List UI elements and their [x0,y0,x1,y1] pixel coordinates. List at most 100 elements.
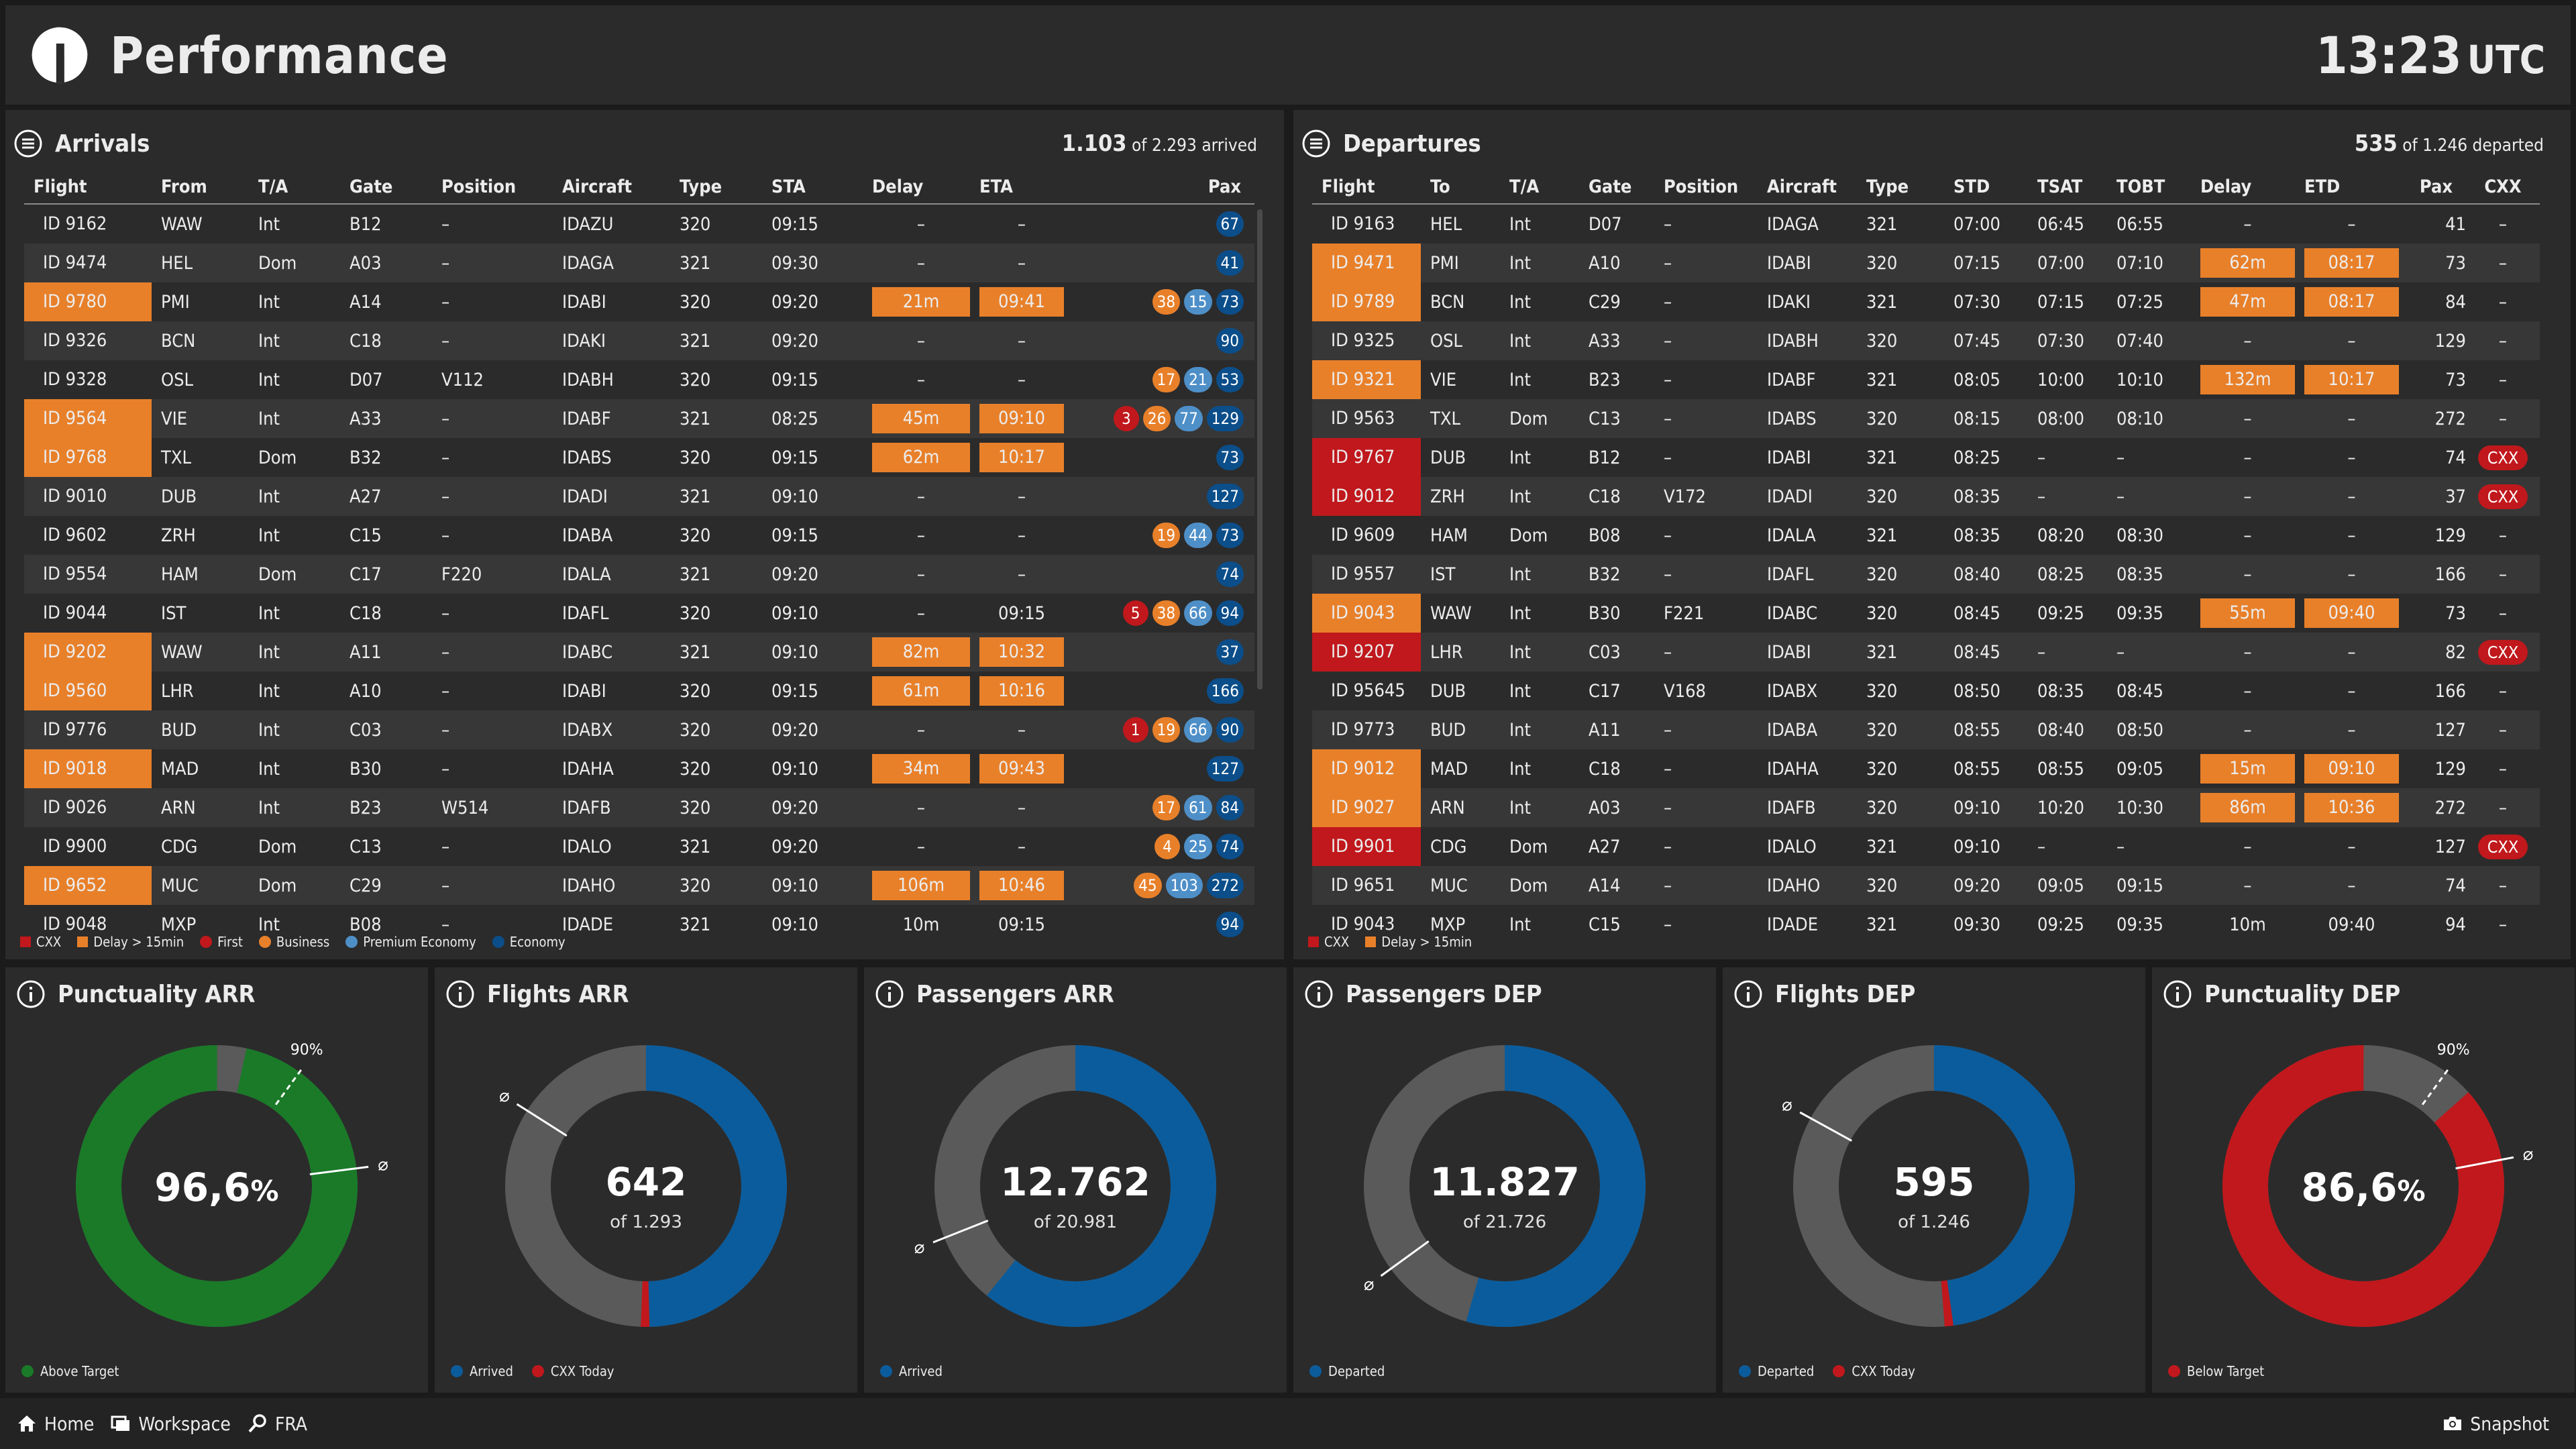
table-row[interactable]: ID 9043 WAW Int B30 F221 IDABC 320 08:45 09:25 09… [1312,594,2540,633]
flight-number[interactable]: ID 9560 [43,680,107,701]
table-row[interactable]: ID 9010 DUB Int A27 – IDADI 321 09:10 – – 127 [24,477,1254,516]
table-row[interactable]: ID 9651 MUC Dom A14 – IDAHO 320 09:20 09:05 09:15… [1312,866,2540,905]
info-icon[interactable] [445,979,475,1009]
flight-number[interactable]: ID 9163 [1331,213,1395,234]
table-row[interactable]: ID 9652 MUC Dom C29 – IDAHO 320 09:10 106m 10:46 4… [24,866,1254,905]
column-header[interactable]: Position [1654,170,1758,205]
arrivals-scrollbar[interactable] [1257,209,1263,690]
nav-workspace[interactable]: Workspace [110,1413,231,1435]
list-icon[interactable] [13,129,43,158]
flight-number[interactable]: ID 9563 [1331,408,1395,429]
column-header[interactable]: To [1421,170,1500,205]
column-header[interactable]: Flight [24,170,152,205]
table-row[interactable]: ID 9162 WAW Int B12 – IDAZU 320 09:15 – – 67 [24,204,1254,244]
column-header[interactable]: Type [1857,170,1944,205]
flight-number[interactable]: ID 9326 [43,330,107,351]
table-row[interactable]: ID 9564 VIE Int A33 – IDABF 321 08:25 45m 09:10 3 2… [24,399,1254,438]
flight-number[interactable]: ID 9474 [43,252,107,273]
info-icon[interactable] [1304,979,1334,1009]
table-row[interactable]: ID 9202 WAW Int A11 – IDABC 321 09:10 82m 10:32 37 [24,633,1254,672]
table-row[interactable]: ID 9474 HEL Dom A03 – IDAGA 321 09:30 – – 41 [24,244,1254,282]
column-header[interactable]: Gate [1579,170,1654,205]
table-row[interactable]: ID 9044 IST Int C18 – IDAFL 320 09:10 – 09:15 5 38 6… [24,594,1254,633]
table-row[interactable]: ID 9321 VIE Int B23 – IDABF 321 08:05 10:00 10:10… [1312,360,2540,399]
column-header[interactable]: T/A [249,170,340,205]
flight-number[interactable]: ID 9207 [1331,641,1395,662]
column-header[interactable]: Pax [2399,170,2466,205]
column-header[interactable]: Aircraft [553,170,670,205]
table-row[interactable]: ID 9773 BUD Int A11 – IDABA 320 08:55 08:40 08:50… [1312,710,2540,749]
column-header[interactable]: TOBT [2107,170,2191,205]
flight-number[interactable]: ID 9901 [1331,836,1395,857]
flight-number[interactable]: ID 9564 [43,408,107,429]
column-header[interactable]: CXX [2466,170,2540,205]
flight-number[interactable]: ID 9557 [1331,564,1395,584]
nav-home[interactable]: Home [16,1413,94,1435]
table-row[interactable]: ID 9163 HEL Int D07 – IDAGA 321 07:00 06:45 06:55… [1312,204,2540,244]
table-row[interactable]: ID 9557 IST Int B32 – IDAFL 320 08:40 08:25 08:35… [1312,555,2540,594]
table-row[interactable]: ID 9018 MAD Int B30 – IDAHA 320 09:10 34m 09:43 12… [24,749,1254,788]
flight-number[interactable]: ID 9044 [43,602,107,623]
flight-number[interactable]: ID 9651 [1331,875,1395,896]
flight-number[interactable]: ID 9652 [43,875,107,896]
column-header[interactable]: ETD [2295,170,2399,205]
table-row[interactable]: ID 9471 PMI Int A10 – IDABI 320 07:15 07:00 07:10… [1312,244,2540,282]
flight-number[interactable]: ID 9321 [1331,369,1395,390]
column-header[interactable]: From [152,170,249,205]
list-icon[interactable] [1301,129,1331,158]
flight-number[interactable]: ID 95645 [1331,680,1405,701]
flight-number[interactable]: ID 9026 [43,797,107,818]
flight-number[interactable]: ID 9043 [1331,602,1395,623]
flight-number[interactable]: ID 9010 [43,486,107,506]
table-row[interactable]: ID 9326 BCN Int C18 – IDAKI 321 09:20 – – 90 [24,321,1254,360]
info-icon[interactable] [1733,979,1763,1009]
table-row[interactable]: ID 9900 CDG Dom C13 – IDALO 321 09:20 – – 4 25 74 [24,827,1254,866]
column-header[interactable]: T/A [1500,170,1579,205]
snapshot-button[interactable]: Snapshot [2442,1413,2549,1435]
table-row[interactable]: ID 9048 MXP Int B08 – IDADE 321 09:10 10m 09:15 94 [24,905,1254,944]
table-row[interactable]: ID 9328 OSL Int D07 V112 IDABH 320 09:15 – – 17 21 5… [24,360,1254,399]
flight-number[interactable]: ID 9027 [1331,797,1395,818]
info-icon[interactable] [2163,979,2192,1009]
table-row[interactable]: ID 9602 ZRH Int C15 – IDABA 320 09:15 – – 19 44 73 [24,516,1254,555]
table-row[interactable]: ID 9768 TXL Dom B32 – IDABS 320 09:15 62m 10:17 73 [24,438,1254,477]
table-row[interactable]: ID 9012 MAD Int C18 – IDAHA 320 08:55 08:55 09:05… [1312,749,2540,788]
flight-number[interactable]: ID 9767 [1331,447,1395,468]
flight-number[interactable]: ID 9609 [1331,525,1395,545]
table-row[interactable]: ID 9767 DUB Int B12 – IDABI 321 08:25 – – – – 74 CXX [1312,438,2540,477]
table-row[interactable]: ID 9554 HAM Dom C17 F220 IDALA 321 09:20 – – 74 [24,555,1254,594]
table-row[interactable]: ID 9027 ARN Int A03 – IDAFB 320 09:10 10:20 10:30… [1312,788,2540,827]
flight-number[interactable]: ID 9328 [43,369,107,390]
flight-number[interactable]: ID 9789 [1331,291,1395,312]
column-header[interactable]: Position [432,170,553,205]
flight-number[interactable]: ID 9776 [43,719,107,740]
flight-number[interactable]: ID 9012 [1331,486,1395,506]
flight-number[interactable]: ID 9018 [43,758,107,779]
column-header[interactable]: STD [1944,170,2028,205]
info-icon[interactable] [16,979,46,1009]
flight-number[interactable]: ID 9768 [43,447,107,468]
flight-number[interactable]: ID 9162 [43,213,107,234]
flight-number[interactable]: ID 9325 [1331,330,1395,351]
column-header[interactable]: ETA [970,170,1064,205]
table-row[interactable]: ID 9776 BUD Int C03 – IDABX 320 09:20 – – 1 19 66 90 [24,710,1254,749]
flight-number[interactable]: ID 9773 [1331,719,1395,740]
flight-number[interactable]: ID 9900 [43,836,107,857]
table-row[interactable]: ID 9901 CDG Dom A27 – IDALO 321 09:10 – – – – 127 CXX [1312,827,2540,866]
flight-number[interactable]: ID 9554 [43,564,107,584]
table-row[interactable]: ID 9780 PMI Int A14 – IDABI 320 09:20 21m 09:41 38… [24,282,1254,321]
column-header[interactable]: Aircraft [1758,170,1857,205]
flight-number[interactable]: ID 9043 [1331,914,1395,934]
column-header[interactable]: Type [670,170,762,205]
column-header[interactable]: Gate [340,170,432,205]
flight-number[interactable]: ID 9202 [43,641,107,662]
table-row[interactable]: ID 9026 ARN Int B23 W514 IDAFB 320 09:20 – – 17 61 8… [24,788,1254,827]
column-header[interactable]: STA [762,170,863,205]
nav-airport-search[interactable]: FRA [247,1413,307,1435]
table-row[interactable]: ID 9609 HAM Dom B08 – IDALA 321 08:35 08:20 08:30… [1312,516,2540,555]
flight-number[interactable]: ID 9780 [43,291,107,312]
table-row[interactable]: ID 9563 TXL Dom C13 – IDABS 320 08:15 08:00 08:10… [1312,399,2540,438]
column-header[interactable]: Pax [1064,170,1254,205]
table-row[interactable]: ID 9207 LHR Int C03 – IDABI 321 08:45 – – – – 82 CXX [1312,633,2540,672]
flight-number[interactable]: ID 9602 [43,525,107,545]
